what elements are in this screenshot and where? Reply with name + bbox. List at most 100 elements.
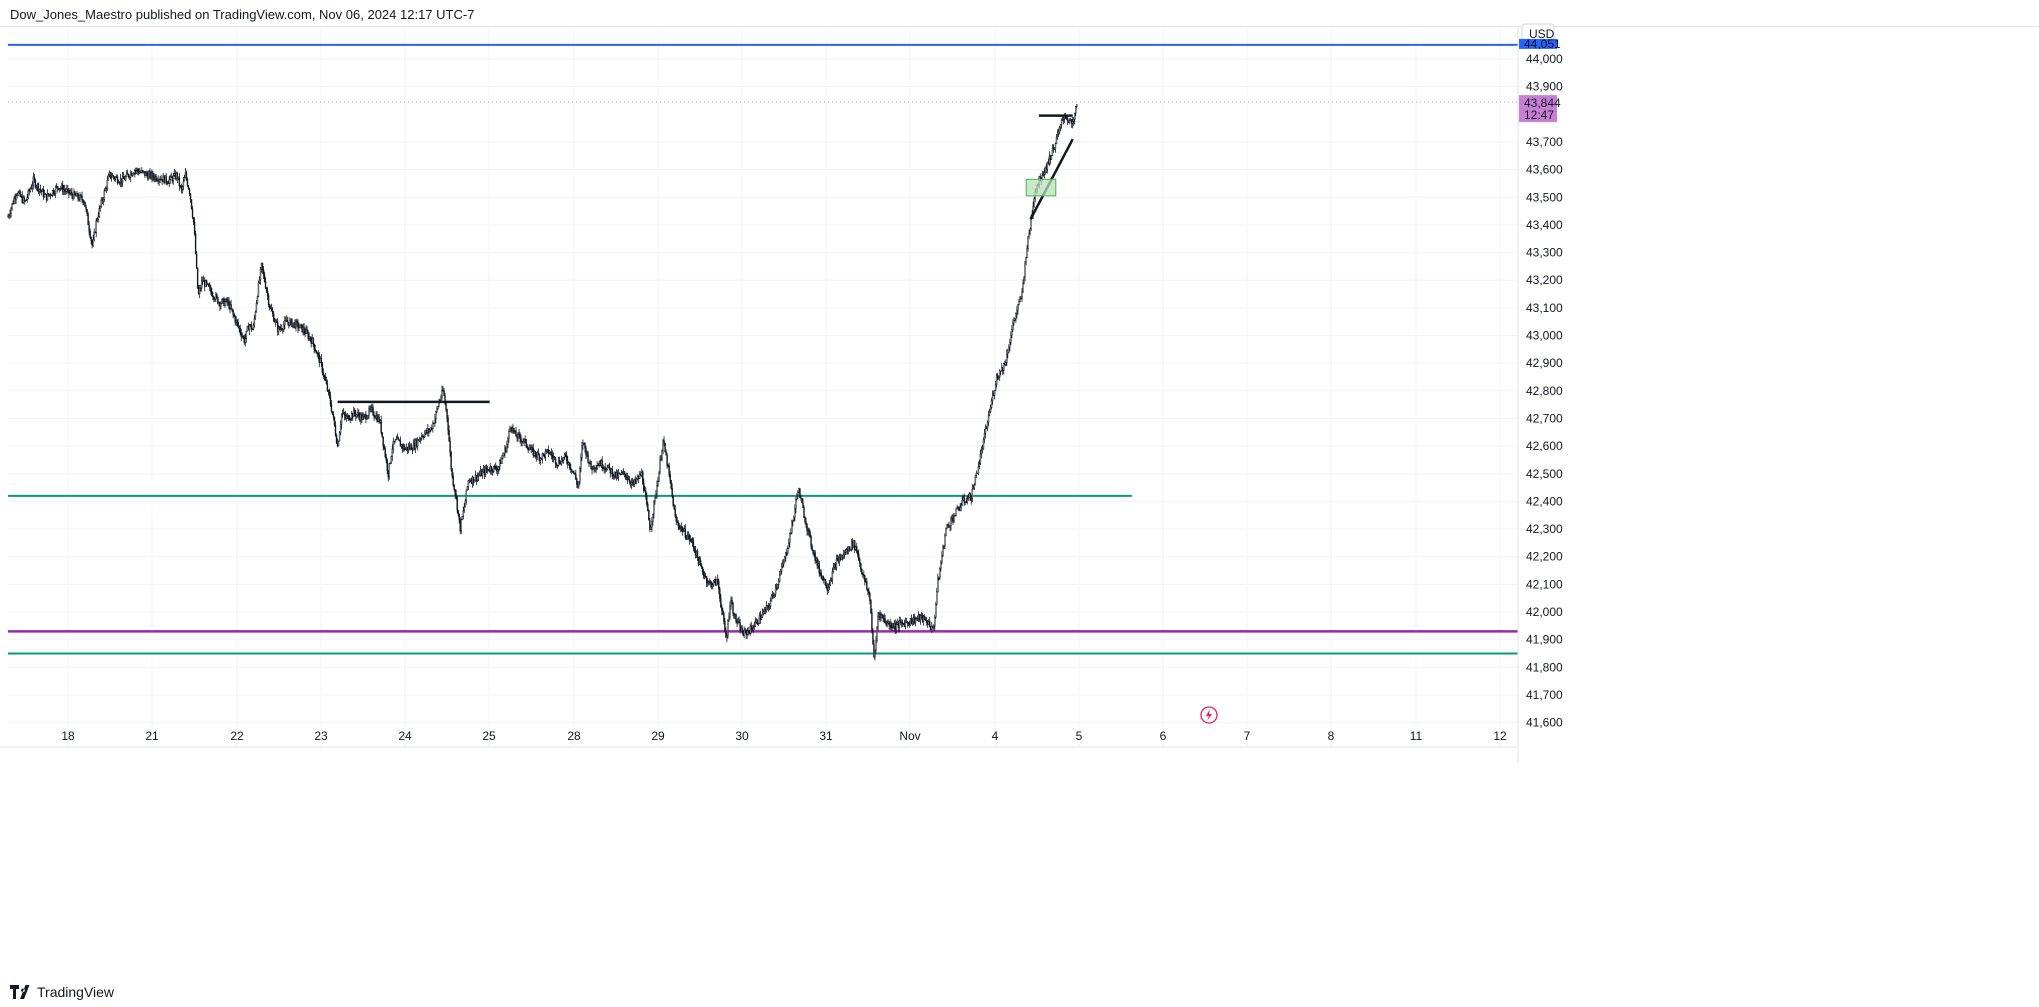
candle-body <box>272 313 275 322</box>
candle-body <box>287 321 289 323</box>
price-chart[interactable]: 18 21 22 23 24 25 28 29 30 31 Nov 4 5 6 7 8 11 12 44,0004… <box>0 0 2039 976</box>
candle-body <box>26 197 28 200</box>
candle-body <box>1052 147 1055 150</box>
y-tick-label: 43,000 <box>1526 329 1563 343</box>
candle-body <box>811 545 813 551</box>
candle-body <box>950 518 952 527</box>
candle-body <box>1054 143 1057 150</box>
candle-body <box>555 463 558 466</box>
chart-grid <box>8 28 1518 747</box>
candle-body <box>633 479 636 485</box>
candle-body <box>957 507 959 510</box>
tradingview-logo[interactable]: TradingView <box>10 984 114 1000</box>
candle-body <box>231 308 233 311</box>
candle-body <box>838 557 841 562</box>
candle-body <box>939 568 941 579</box>
candle-body <box>216 294 218 298</box>
candle-body <box>806 524 808 531</box>
candle-body <box>349 419 351 421</box>
candle-body <box>750 625 752 630</box>
publish-header: Dow_Jones_Maestro published on TradingVi… <box>0 0 2039 27</box>
candle-body <box>481 471 484 477</box>
candle-body <box>382 436 384 447</box>
candle-body <box>498 466 500 470</box>
candle-body <box>242 336 244 338</box>
candle-body <box>296 320 298 323</box>
candle-body <box>973 484 976 489</box>
candle-body <box>986 422 989 429</box>
candle-body <box>110 176 113 179</box>
candle-body <box>99 206 101 209</box>
candle-body <box>934 616 936 627</box>
candle-body <box>874 650 876 657</box>
candle-body <box>458 513 460 521</box>
candle-body <box>654 495 656 502</box>
candle-body <box>954 515 956 517</box>
candle-body <box>814 552 816 561</box>
candle-body <box>867 588 869 592</box>
candle-body <box>244 338 246 344</box>
candle-body <box>178 176 181 187</box>
candle-body <box>465 489 468 501</box>
candle-body <box>705 576 708 583</box>
y-tick-label: 43,100 <box>1526 301 1563 315</box>
candle-body <box>1021 291 1023 299</box>
candle-body <box>550 452 553 456</box>
candle-body <box>441 389 443 398</box>
candle-body <box>1076 104 1078 107</box>
candle-body <box>386 459 388 471</box>
candle-body <box>790 532 792 534</box>
y-tick-label: 43,900 <box>1526 80 1563 94</box>
candle-body <box>797 491 799 496</box>
candle-body <box>126 172 129 175</box>
candle-body <box>582 442 584 447</box>
candle-body <box>106 179 109 189</box>
candle-body <box>254 311 257 319</box>
candle-body <box>267 295 270 305</box>
candle-body <box>566 455 568 462</box>
candle-body <box>718 581 720 590</box>
y-tick-label: 41,800 <box>1526 660 1563 674</box>
candle-body <box>1033 198 1035 207</box>
candle-body <box>64 189 66 191</box>
candle-body <box>286 320 288 322</box>
candle-body <box>146 172 148 176</box>
candle-body <box>606 466 608 471</box>
candle-body <box>118 182 121 184</box>
candle-body <box>477 475 480 477</box>
candle-body <box>1068 120 1071 123</box>
candle-body <box>517 433 519 439</box>
candle-body <box>704 575 707 577</box>
lightning-icon[interactable] <box>1200 706 1218 724</box>
candle-body <box>620 472 623 475</box>
candle-body <box>356 414 358 417</box>
candle-body <box>193 221 196 235</box>
candle-body <box>335 435 338 444</box>
candle-body <box>329 395 332 405</box>
y-tick-label: 42,900 <box>1526 356 1563 370</box>
candle-body <box>955 508 957 516</box>
candle-body <box>880 614 882 619</box>
candle-body <box>617 473 620 478</box>
candle-body <box>723 613 725 622</box>
y-tick-label: 41,600 <box>1526 716 1563 730</box>
candle-body <box>478 474 481 476</box>
candle-body <box>553 456 556 458</box>
candle-body <box>991 394 994 401</box>
candle-body <box>672 495 674 507</box>
candle-body <box>663 440 665 444</box>
candle-body <box>513 427 515 433</box>
candle-body <box>307 332 309 339</box>
candle-body <box>876 627 878 641</box>
candle-body <box>985 427 988 429</box>
candle-body <box>827 587 830 591</box>
candle-body <box>176 173 179 179</box>
candle-body <box>416 439 419 447</box>
last-price-countdown: 12:47 <box>1524 108 1554 122</box>
candle-body <box>696 550 699 558</box>
candle-body <box>84 201 86 208</box>
candle-body <box>172 175 174 182</box>
candle-body <box>226 298 228 303</box>
candle-body <box>35 186 38 188</box>
horizontal-levels <box>8 43 1518 655</box>
